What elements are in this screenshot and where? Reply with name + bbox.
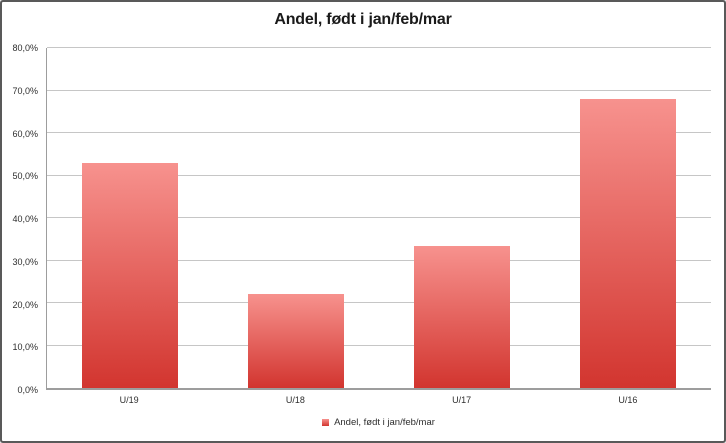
y-axis-tick-label: 50,0% [12,171,38,182]
bar-slot [545,48,711,388]
y-axis-tick-label: 20,0% [12,299,38,310]
gridline [47,259,711,261]
gridline [47,302,711,303]
y-axis-tick-label: 10,0% [12,342,38,353]
bar-slot [47,48,213,388]
x-axis-label: U/18 [285,395,305,405]
gridline [47,132,711,133]
bar-series [47,48,711,388]
chart-title: Andel, født i jan/feb/mar [274,11,452,28]
y-axis-tick-label: 80,0% [12,43,38,53]
bar-u-18[interactable] [247,293,345,388]
gridline [47,47,711,48]
y-axis-tick-label: 70,0% [12,85,38,96]
gridline [47,217,711,218]
legend-marker [322,418,330,426]
plot-area [46,47,711,390]
legend[interactable]: Andel, født i jan/feb/mar [46,415,711,429]
y-axis-tick-label: 40,0% [12,214,38,224]
x-axis-label: U/17 [452,395,472,405]
y-axis-tick-label: 0,0% [17,385,38,395]
gridline [47,174,711,176]
x-axis-label: U/16 [618,395,638,405]
y-axis-tick-label: 30,0% [12,256,38,267]
bar-slot [379,48,545,388]
bar-slot [213,48,379,388]
y-axis: 80,0% 70,0% 60,0% 50,0% 40,0% 30,0% 20,0% 10,0%… [2,43,41,395]
legend-label: Andel, født i jan/feb/mar [334,416,435,428]
x-axis-label: U/19 [119,395,139,405]
x-axis: U/19 U/18 U/17 U/16 [46,395,711,408]
gridline [47,344,711,346]
bar-u-16[interactable] [579,99,677,388]
bar-u-19[interactable] [81,162,179,388]
gridline [47,89,711,91]
bar-u-17[interactable] [413,246,511,388]
y-axis-tick-label: 60,0% [12,128,38,139]
